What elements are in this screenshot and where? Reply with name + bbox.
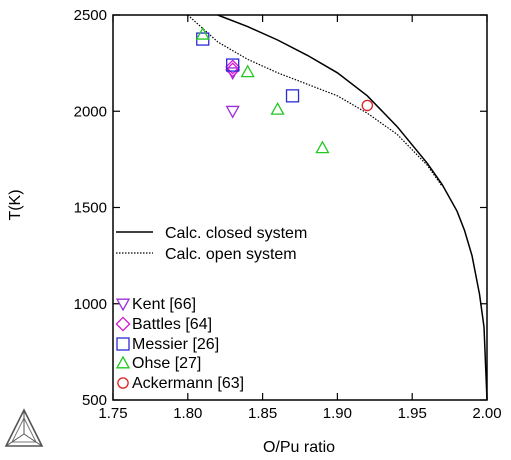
legend-marker-triangle-up — [115, 355, 131, 369]
legend-marker-circle — [117, 377, 129, 389]
legend-label-open: Calc. open system — [165, 246, 297, 263]
legend-label-ackermann: Ackermann [63] — [132, 375, 244, 392]
data-point-diamond — [225, 59, 241, 75]
data-point-circle — [361, 99, 374, 112]
x-tick-label: 1.90 — [323, 405, 352, 422]
data-point-square — [285, 89, 300, 103]
y-tick-label: 1500 — [74, 200, 107, 217]
y-tick-label: 1000 — [74, 296, 107, 313]
data-point-triangle-up — [315, 140, 330, 154]
y-tick-label: 2000 — [74, 103, 107, 120]
x-tick-label: 1.80 — [173, 405, 202, 422]
legend-label-closed: Calc. closed system — [165, 225, 307, 242]
y-tick-label: 2500 — [74, 7, 107, 24]
x-tick-label: 1.75 — [98, 405, 127, 422]
x-tick-label: 1.95 — [398, 405, 427, 422]
series-line-closed-system — [217, 14, 488, 401]
legend-label-kent: Kent [66] — [132, 296, 196, 313]
series-line-open-system — [187, 14, 443, 187]
y-axis-title: T(K) — [7, 189, 24, 220]
x-axis-title: O/Pu ratio — [263, 439, 335, 456]
data-markers — [195, 26, 374, 154]
legend-marker-diamond — [115, 316, 131, 332]
x-tick-label: 1.85 — [248, 405, 277, 422]
x-tick-label: 2.00 — [472, 405, 501, 422]
legend-label-ohse: Ohse [27] — [132, 355, 201, 372]
data-point-triangle-up — [195, 26, 210, 40]
calc-lines — [187, 14, 488, 401]
legend-marker-triangle-down — [115, 298, 131, 312]
y-tick-label: 500 — [82, 392, 107, 409]
data-point-diamond — [225, 62, 241, 78]
data-point-square — [226, 58, 240, 72]
legend-marker-square — [116, 337, 130, 351]
line-legend: Calc. closed system Calc. open system — [116, 225, 307, 263]
data-point-triangle-down — [225, 105, 240, 119]
legend-label-battles: Battles [64] — [132, 316, 212, 333]
data-point-triangle-up — [270, 101, 285, 115]
axis-ticks: 1.75 1.80 1.85 1.90 1.95 2.00 500 1000 1500 2000 2… — [74, 7, 502, 422]
marker-legend: Kent [66] Battles [64] Messier [26] Ohse… — [115, 296, 244, 392]
legend-label-messier: Messier [26] — [132, 336, 219, 353]
thermo-calc-logo — [4, 408, 44, 447]
data-point-triangle-up — [240, 64, 255, 78]
